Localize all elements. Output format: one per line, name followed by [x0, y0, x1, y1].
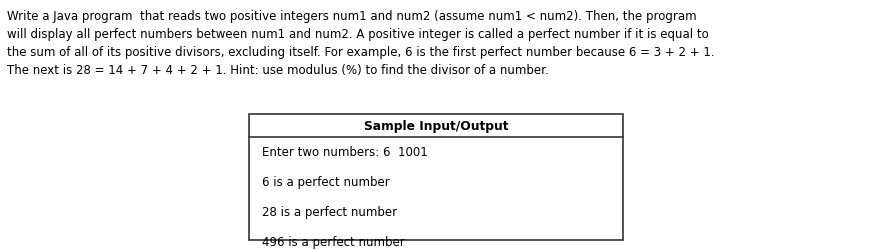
Text: will display all perfect numbers between num1 and num2. A positive integer is ca: will display all perfect numbers between…	[7, 28, 709, 41]
Text: 496 is a perfect number: 496 is a perfect number	[262, 235, 405, 248]
Text: 6 is a perfect number: 6 is a perfect number	[262, 175, 390, 188]
Text: The next is 28 = 14 + 7 + 4 + 2 + 1. Hint: use modulus (%) to find the divisor o: The next is 28 = 14 + 7 + 4 + 2 + 1. Hin…	[7, 64, 548, 77]
Text: Enter two numbers: 6  1001: Enter two numbers: 6 1001	[262, 145, 427, 158]
Text: Write a Java program  that reads two positive integers num1 and num2 (assume num: Write a Java program that reads two posi…	[7, 10, 697, 23]
FancyBboxPatch shape	[249, 115, 623, 240]
Text: the sum of all of its positive divisors, excluding itself. For example, 6 is the: the sum of all of its positive divisors,…	[7, 46, 714, 59]
Text: 28 is a perfect number: 28 is a perfect number	[262, 205, 397, 218]
Text: Sample Input/Output: Sample Input/Output	[364, 120, 508, 133]
